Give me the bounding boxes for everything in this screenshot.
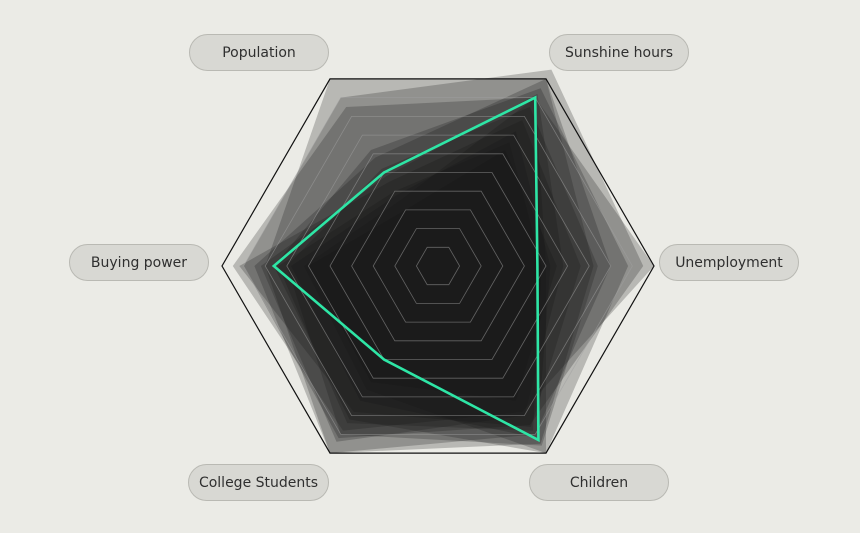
series-area-12 xyxy=(304,97,546,454)
axis-label-college-students[interactable]: College Students xyxy=(188,464,329,501)
grid-hexagon-8 xyxy=(264,116,612,417)
series-area-5 xyxy=(254,78,611,454)
series-area-10 xyxy=(278,142,542,431)
series-area-11 xyxy=(308,150,557,401)
series-area-7 xyxy=(239,120,581,427)
grid-hexagon-5 xyxy=(329,172,547,360)
grid-layer xyxy=(243,97,633,435)
highlight-series-line xyxy=(271,95,540,443)
grid-hexagon-3 xyxy=(372,209,504,323)
grid-hexagon-7 xyxy=(286,134,590,398)
series-area-9 xyxy=(291,131,551,439)
series-area-3 xyxy=(232,97,655,431)
axis-label-buying-power[interactable]: Buying power xyxy=(69,244,209,281)
grid-hexagon-6 xyxy=(307,153,569,379)
axis-label-sunshine-hours[interactable]: Sunshine hours xyxy=(549,34,689,71)
axis-label-population[interactable]: Population xyxy=(189,34,329,71)
grid-hexagon-4 xyxy=(351,190,525,342)
axis-label-unemployment[interactable]: Unemployment xyxy=(659,244,799,281)
outer-hexagon-line xyxy=(221,78,655,454)
series-area-8 xyxy=(260,93,564,442)
axis-label-children[interactable]: Children xyxy=(529,464,669,501)
grid-hexagon-2 xyxy=(394,228,482,304)
outer-hexagon xyxy=(221,78,655,454)
series-area-6 xyxy=(286,107,598,446)
highlight-layer xyxy=(271,95,540,443)
series-layer xyxy=(232,69,655,454)
grid-hexagon-1 xyxy=(415,246,461,286)
series-area-1 xyxy=(265,78,594,454)
